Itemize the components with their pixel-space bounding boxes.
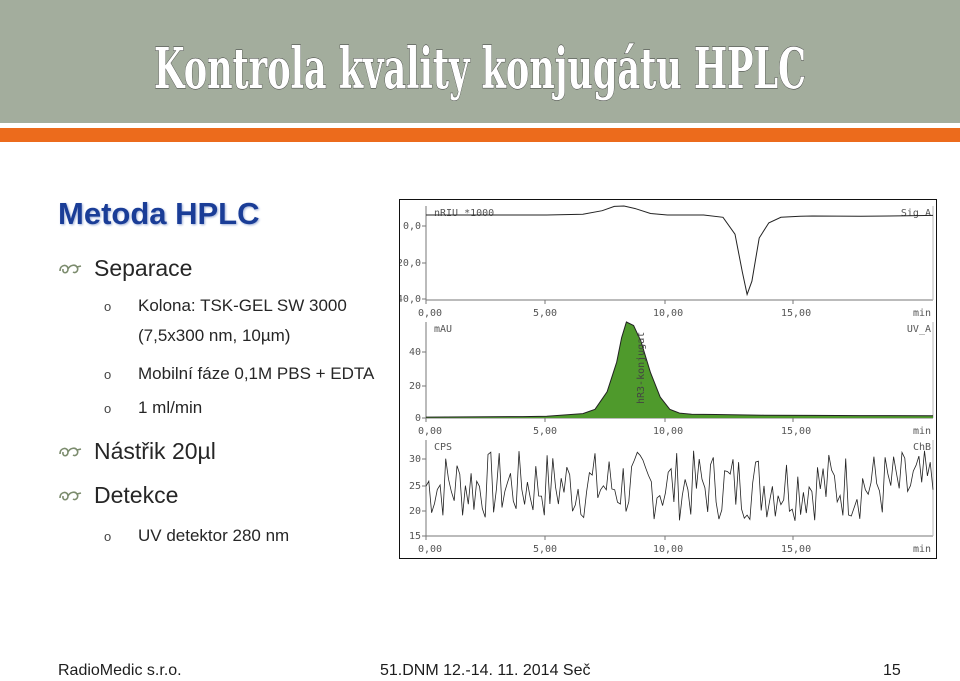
- chromatogram-figure: 0,0 -20,0 -40,0 0,00 5,00 10,00 15,00 min nRIU *…: [391, 199, 937, 559]
- swirl-bullet-icon: [59, 446, 82, 457]
- x-tick-label: 5,00: [533, 426, 557, 437]
- x-axis-unit: min: [913, 426, 931, 437]
- peak-area: [426, 322, 933, 418]
- x-tick-label: 10,00: [653, 426, 683, 437]
- y-tick-label: 20: [409, 381, 421, 392]
- radio-trace-line: [425, 450, 934, 521]
- y-tick-label: 20: [409, 506, 421, 517]
- x-tick-label: 15,00: [781, 544, 811, 555]
- y-tick-label: 25: [409, 481, 421, 492]
- bullet-text: Kolona: TSK-GEL SW 3000: [138, 296, 347, 315]
- footer-event: 51.DNM 12.-14. 11. 2014 Seč: [380, 662, 591, 679]
- series-label: ChB: [913, 442, 931, 453]
- y-tick-label: -40,0: [400, 294, 421, 305]
- bullet-item: o Mobilní fáze 0,1M PBS + EDTA: [104, 364, 374, 384]
- ri-trace-line: [426, 205, 934, 297]
- y-tick-label: 40: [409, 347, 421, 358]
- bullet-text: Mobilní fáze 0,1M PBS + EDTA: [138, 364, 375, 383]
- circle-bullet-icon: o: [104, 298, 112, 314]
- swirl-bullet-icon: [59, 490, 82, 501]
- bullet-item: Nástřik 20µl: [58, 438, 216, 465]
- x-tick-label: 15,00: [781, 426, 811, 437]
- bullet-text: UV detektor 280 nm: [138, 526, 290, 545]
- y-tick-label: -20,0: [400, 258, 421, 269]
- bullet-text: (7,5x300 nm, 10µm): [138, 326, 291, 345]
- x-tick-label: 15,00: [781, 308, 811, 319]
- y-axis-unit: mAU: [434, 324, 452, 335]
- slide-title: Kontrola kvality konjugátu HPLC: [154, 36, 806, 102]
- circle-bullet-icon: o: [104, 400, 112, 416]
- x-tick-label: 0,00: [418, 308, 442, 319]
- x-tick-label: 0,00: [418, 544, 442, 555]
- y-tick-label: 0: [415, 413, 421, 424]
- y-tick-label: 30: [409, 454, 421, 465]
- slide-title-area: Kontrola kvality konjugátu HPLC: [154, 36, 807, 103]
- section-heading: Metoda HPLC: [58, 196, 260, 231]
- accent-bar: [0, 128, 960, 142]
- x-tick-label: 5,00: [533, 308, 557, 319]
- series-label: Sig A: [901, 208, 931, 219]
- peak-annotation: hR3-konjugat: [636, 332, 647, 404]
- bullet-text: 1 ml/min: [138, 398, 203, 417]
- y-axis-unit: nRIU *1000: [434, 208, 494, 219]
- bullet-item: Separace: [58, 255, 192, 282]
- footer-page-number: 15: [883, 662, 901, 679]
- bullet-item: Detekce: [58, 482, 178, 509]
- x-axis-unit: min: [913, 544, 931, 555]
- bullet-item: o 1 ml/min: [104, 398, 202, 418]
- chromatogram-svg: 0,0 -20,0 -40,0 0,00 5,00 10,00 15,00 min nRIU *…: [391, 205, 934, 555]
- y-tick-label: 15: [409, 531, 421, 542]
- title-band: [0, 0, 960, 123]
- bullet-text: Separace: [94, 255, 193, 281]
- footer-company: RadioMedic s.r.o.: [58, 662, 182, 679]
- x-axis-unit: min: [913, 308, 931, 319]
- x-tick-label: 10,00: [653, 308, 683, 319]
- uv-trace-line: [425, 321, 934, 418]
- swirl-bullet-icon: [59, 263, 82, 274]
- circle-bullet-icon: o: [104, 528, 112, 544]
- x-tick-label: 5,00: [533, 544, 557, 555]
- y-tick-label: 0,0: [403, 221, 421, 232]
- x-tick-label: 0,00: [418, 426, 442, 437]
- series-label: UV_A: [907, 324, 931, 335]
- bullet-item: (7,5x300 nm, 10µm): [138, 326, 290, 346]
- bullet-text: Detekce: [94, 482, 179, 508]
- bullet-item: o Kolona: TSK-GEL SW 3000: [104, 296, 347, 316]
- bullet-text: Nástřik 20µl: [94, 438, 216, 464]
- bullet-item: o UV detektor 280 nm: [104, 526, 289, 546]
- x-tick-label: 10,00: [653, 544, 683, 555]
- circle-bullet-icon: o: [104, 366, 112, 382]
- y-axis-unit: CPS: [434, 442, 452, 453]
